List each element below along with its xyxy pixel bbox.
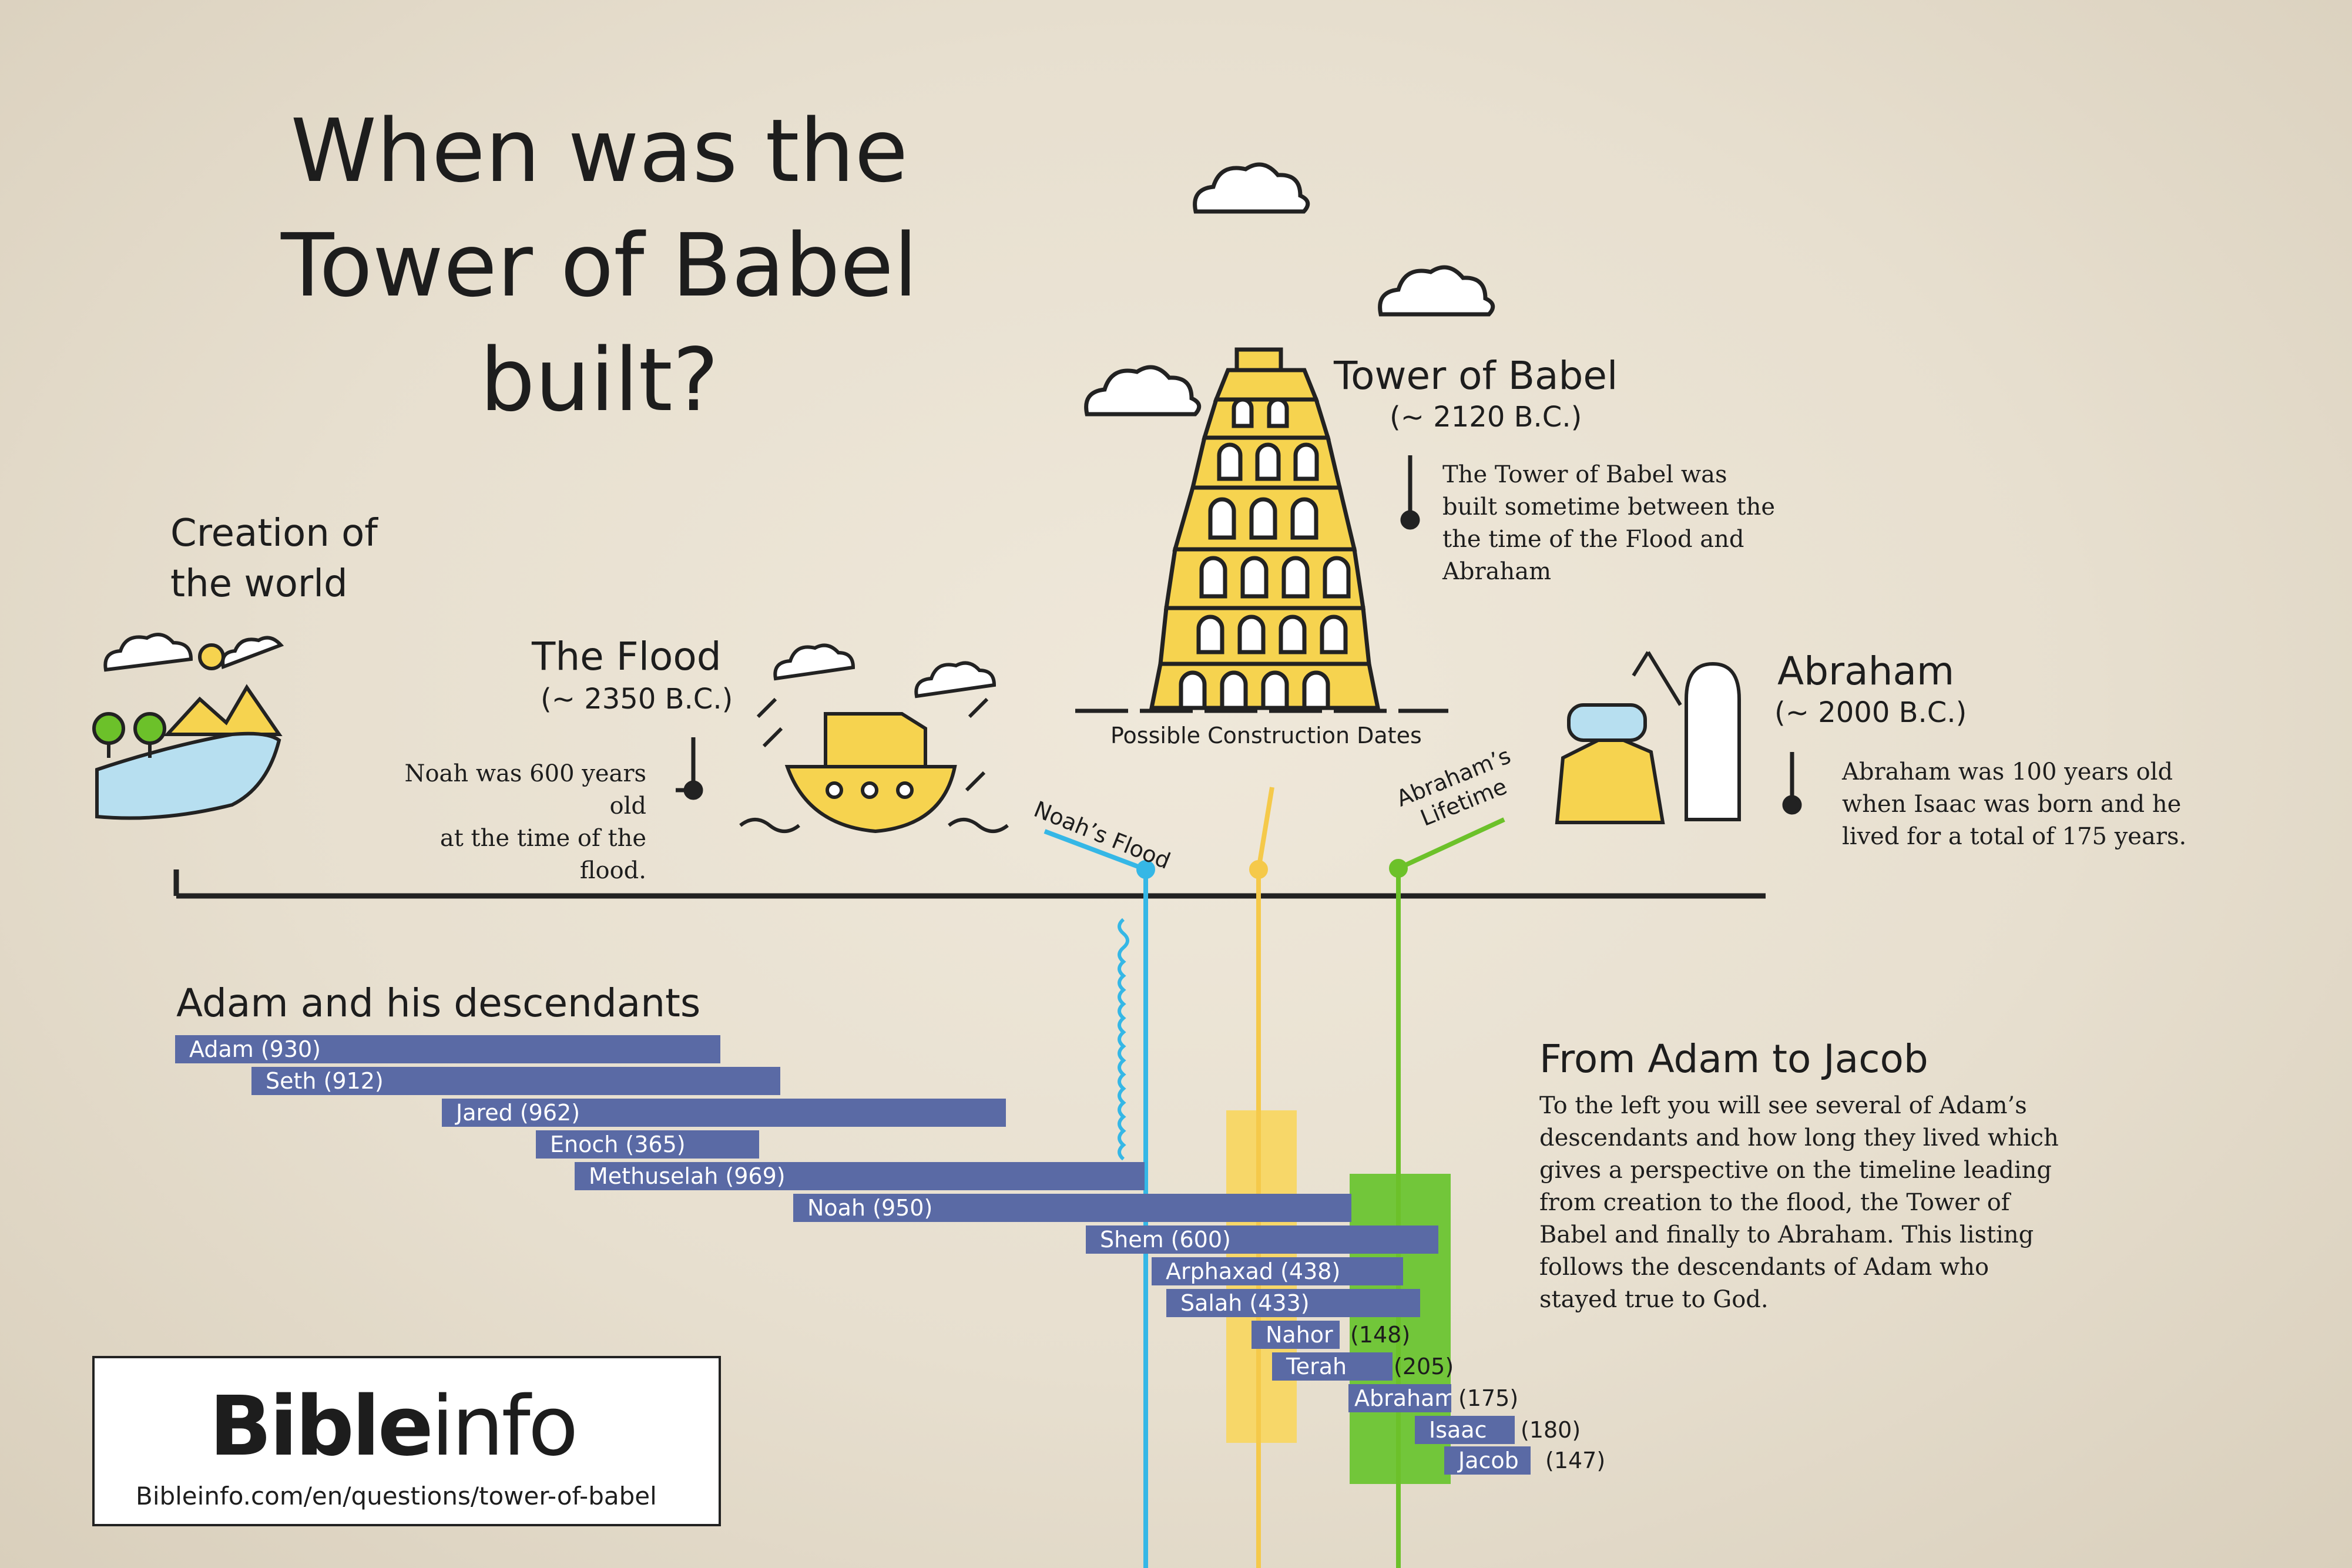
flood-heading: The Flood	[532, 634, 722, 679]
bibleinfo-logo-box[interactable]: Bibleinfo Bibleinfo.com/en/questions/tow…	[92, 1356, 721, 1526]
logo-brand-light: info	[431, 1379, 579, 1475]
creation-icon	[92, 633, 284, 820]
abraham-note-line-1: Abraham was 100 years old	[1842, 758, 2173, 785]
descendant-bar: Shem (600)	[1086, 1225, 1438, 1254]
flood-note-line-2: at the time of the flood.	[439, 825, 646, 884]
descendant-bar: Abraham	[1348, 1384, 1451, 1412]
flood-marker-line	[1044, 829, 1155, 1568]
babel-heading: Tower of Babel	[1334, 353, 1618, 398]
cloud-icon	[1193, 162, 1310, 214]
abraham-note-line-2: when Isaac was born and he	[1842, 791, 2182, 818]
creation-label-line-2: the world	[170, 562, 348, 606]
adam-to-jacob-line-4: from creation to the flood, the Tower of	[1539, 1189, 2010, 1216]
descendant-age-label: (148)	[1350, 1322, 1411, 1348]
logo-brand-bold: Bible	[209, 1379, 434, 1475]
flood-wave-marker	[1118, 918, 1129, 1161]
creation-label-line-1: Creation of	[170, 512, 378, 555]
flood-date: (~ 2350 B.C.)	[541, 683, 733, 716]
bibleinfo-logo: Bibleinfo	[209, 1383, 578, 1471]
adam-to-jacob-line-7: stayed true to God.	[1539, 1286, 1769, 1313]
adam-to-jacob-line-5: Babel and finally to Abraham. This listi…	[1539, 1221, 2034, 1248]
adam-to-jacob-line-6: follows the descendants of Adam who	[1539, 1254, 1989, 1281]
descendant-bar: Jared (962)	[442, 1099, 1006, 1127]
cloud-icon	[1084, 365, 1202, 417]
tower-of-babel-illustration	[1149, 347, 1381, 710]
abraham-note: Abraham was 100 years old when Isaac was…	[1842, 756, 2186, 853]
note-marker-abraham	[1782, 752, 1802, 815]
title-line-1: When was the	[290, 100, 908, 202]
ark-icon	[739, 643, 1009, 834]
title-line-2: Tower of Babel built?	[281, 215, 918, 431]
babel-date: (~ 2120 B.C.)	[1390, 401, 1582, 434]
adam-to-jacob-line-1: To the left you will see several of Adam…	[1539, 1092, 2027, 1119]
descendant-age-label: (175)	[1458, 1385, 1519, 1411]
descendant-bar: Methuselah (969)	[575, 1162, 1145, 1190]
construction-dates-label: Possible Construction Dates	[1110, 723, 1422, 748]
babel-note-line-2: built sometime between the	[1442, 493, 1776, 521]
adam-to-jacob-line-3: gives a perspective on the timeline lead…	[1539, 1157, 2052, 1184]
babel-note-line-1: The Tower of Babel was	[1442, 461, 1727, 488]
cloud-icon	[1378, 265, 1495, 317]
adam-to-jacob-line-2: descendants and how long they lived whic…	[1539, 1124, 2059, 1151]
abraham-date: (~ 2000 B.C.)	[1774, 696, 1967, 729]
descendant-age-label: (180)	[1521, 1417, 1581, 1443]
descendant-bar: Nahor	[1252, 1321, 1340, 1349]
creation-label: Creation of the world	[170, 508, 378, 609]
abraham-icon	[1555, 651, 1741, 824]
descendant-bar: Jacob	[1444, 1446, 1531, 1475]
abraham-heading: Abraham	[1777, 649, 1955, 694]
adam-to-jacob-text: To the left you will see several of Adam…	[1539, 1090, 2059, 1316]
flood-note-line-1: Noah was 600 years old	[404, 760, 646, 820]
abraham-note-line-3: lived for a total of 175 years.	[1842, 823, 2187, 850]
babel-note-line-3: the time of the Flood and	[1442, 526, 1744, 553]
babel-note-line-4: Abraham	[1442, 558, 1551, 585]
descendant-age-label: (147)	[1545, 1448, 1606, 1473]
descendant-bar: Noah (950)	[793, 1194, 1351, 1222]
descendant-bar: Arphaxad (438)	[1152, 1257, 1403, 1285]
flood-note: Noah was 600 years old at the time of th…	[385, 758, 646, 887]
descendant-bar: Adam (930)	[175, 1035, 720, 1063]
note-marker-babel	[1400, 455, 1420, 530]
descendant-bar: Salah (433)	[1166, 1289, 1420, 1317]
descendant-age-label: (205)	[1394, 1354, 1454, 1379]
note-marker-flood	[676, 737, 703, 800]
abraham-marker-line	[1389, 817, 1505, 1568]
timeline-axis	[173, 869, 1766, 899]
adam-to-jacob-heading: From Adam to Jacob	[1539, 1036, 1928, 1082]
descendants-heading: Adam and his descendants	[176, 981, 701, 1026]
page-title: When was the Tower of Babel built?	[159, 94, 1040, 438]
descendant-bar: Enoch (365)	[536, 1130, 759, 1159]
logo-url-link[interactable]: Bibleinfo.com/en/questions/tower-of-babe…	[136, 1482, 657, 1510]
babel-note: The Tower of Babel was built sometime be…	[1442, 459, 1775, 588]
descendant-bar: Seth (912)	[251, 1067, 780, 1095]
descendant-bar: Isaac	[1415, 1416, 1515, 1444]
descendant-bar: Terah	[1272, 1352, 1393, 1381]
